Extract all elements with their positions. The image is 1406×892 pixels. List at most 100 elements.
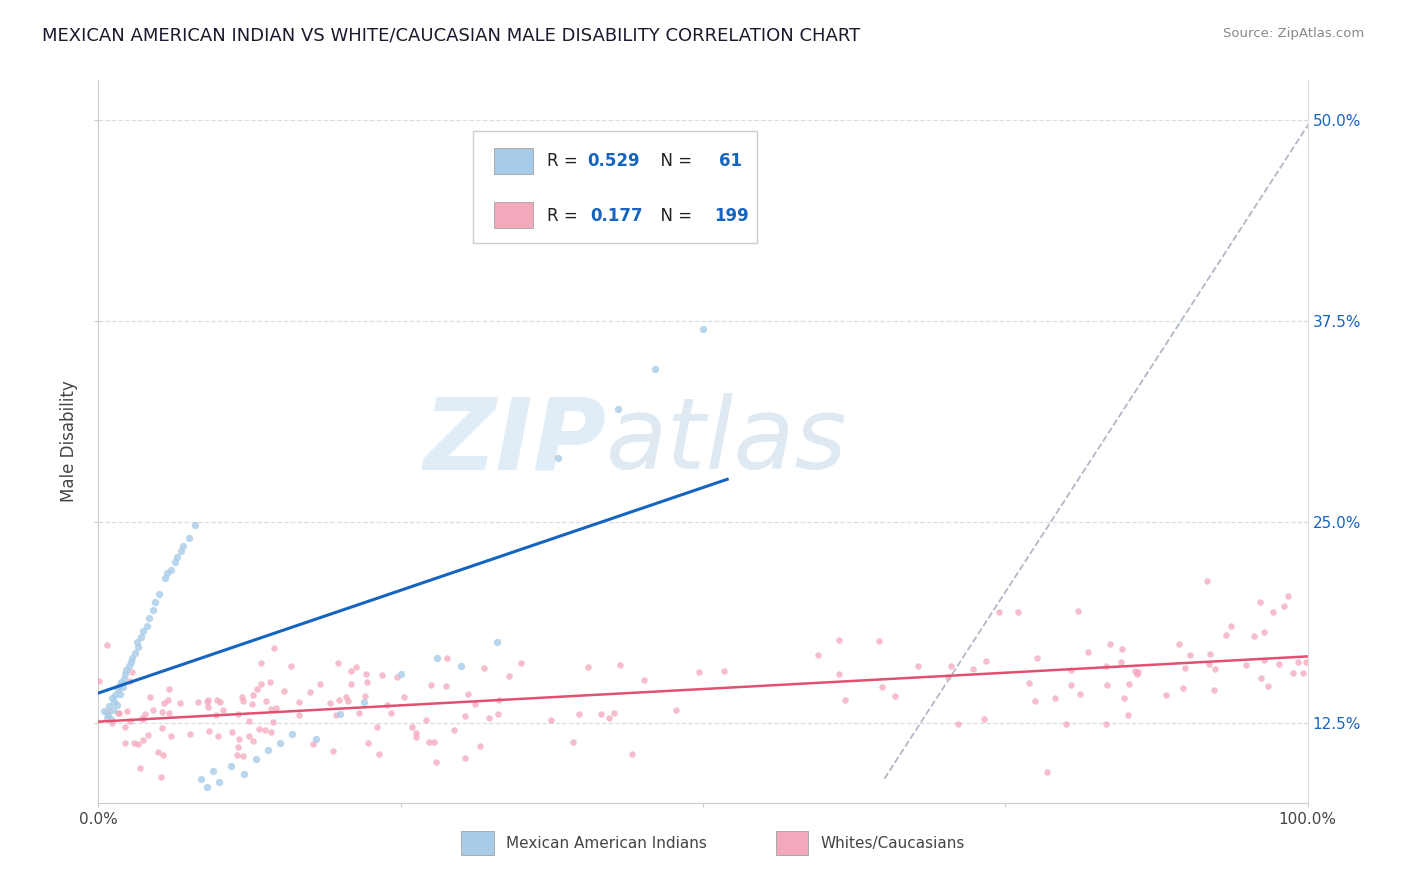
Text: Whites/Caucasians: Whites/Caucasians [820,836,965,851]
Point [231,690,253,704]
Point [936,670,959,684]
Point [129,761,152,775]
Point [688,665,710,679]
Point [111,680,134,694]
Point [1171,681,1194,695]
Point [464,698,486,712]
Point [156,566,179,581]
Point [692,322,714,336]
Text: MEXICAN AMERICAN INDIAN VS WHITE/CAUCASIAN MALE DISABILITY CORRELATION CHART: MEXICAN AMERICAN INDIAN VS WHITE/CAUCASI… [42,27,860,45]
Point [195,695,218,709]
Text: 0.177: 0.177 [591,207,643,225]
Point [1288,655,1310,669]
Point [105,698,128,712]
Point [221,759,243,773]
Point [353,695,375,709]
Point [100,712,122,726]
Point [232,767,254,781]
Point [118,659,141,673]
Point [1250,671,1272,685]
Point [107,683,129,698]
Point [1099,637,1122,651]
Point [335,690,357,704]
Text: Mexican American Indians: Mexican American Indians [506,836,707,851]
FancyBboxPatch shape [776,831,808,855]
Point [598,711,620,725]
Point [1215,628,1237,642]
Point [96,705,118,719]
Point [287,695,309,709]
Point [97,707,120,722]
Point [124,647,146,661]
Point [1111,655,1133,669]
Point [115,663,138,677]
Point [1277,589,1299,603]
Point [132,732,155,747]
Point [1026,651,1049,665]
Point [420,678,443,692]
Point [1036,765,1059,780]
Point [357,736,380,750]
Point [389,667,412,681]
FancyBboxPatch shape [494,147,533,174]
Point [325,708,347,723]
Text: 61: 61 [718,153,742,170]
Point [245,752,267,766]
Point [100,691,122,706]
Point [868,633,890,648]
Point [143,595,166,609]
Point [160,729,183,743]
Point [249,677,271,691]
Point [510,656,533,670]
Point [987,606,1010,620]
Point [269,736,291,750]
Point [450,659,472,673]
Point [1059,663,1081,677]
Point [226,740,249,755]
Point [264,700,287,714]
Point [138,690,160,704]
Point [127,737,149,751]
Point [1043,690,1066,705]
Point [254,723,277,737]
Point [148,587,170,601]
Point [103,695,125,709]
Point [152,748,174,763]
Point [347,706,370,720]
Point [120,674,142,689]
Point [242,733,264,747]
Point [807,648,830,662]
Point [228,731,250,746]
Point [1126,667,1149,681]
Point [132,624,155,638]
Text: N =: N = [650,207,697,225]
Point [163,555,186,569]
Point [540,713,562,727]
Point [115,704,138,718]
Point [153,696,176,710]
Point [152,705,174,719]
Point [415,713,437,727]
Text: R =: R = [547,153,583,170]
Point [1112,691,1135,706]
Point [1272,599,1295,613]
Point [129,631,152,645]
Point [153,571,176,585]
Point [380,706,402,721]
Point [423,735,446,749]
Point [1204,662,1226,676]
Point [1198,657,1220,671]
Point [108,679,131,693]
Point [443,723,465,737]
Point [454,709,477,723]
Point [96,638,118,652]
Point [1249,595,1271,609]
Point [1168,637,1191,651]
Point [454,751,477,765]
Point [202,764,225,778]
Point [114,667,136,681]
Point [1067,605,1090,619]
Point [122,736,145,750]
Point [172,539,194,553]
Point [946,717,969,731]
